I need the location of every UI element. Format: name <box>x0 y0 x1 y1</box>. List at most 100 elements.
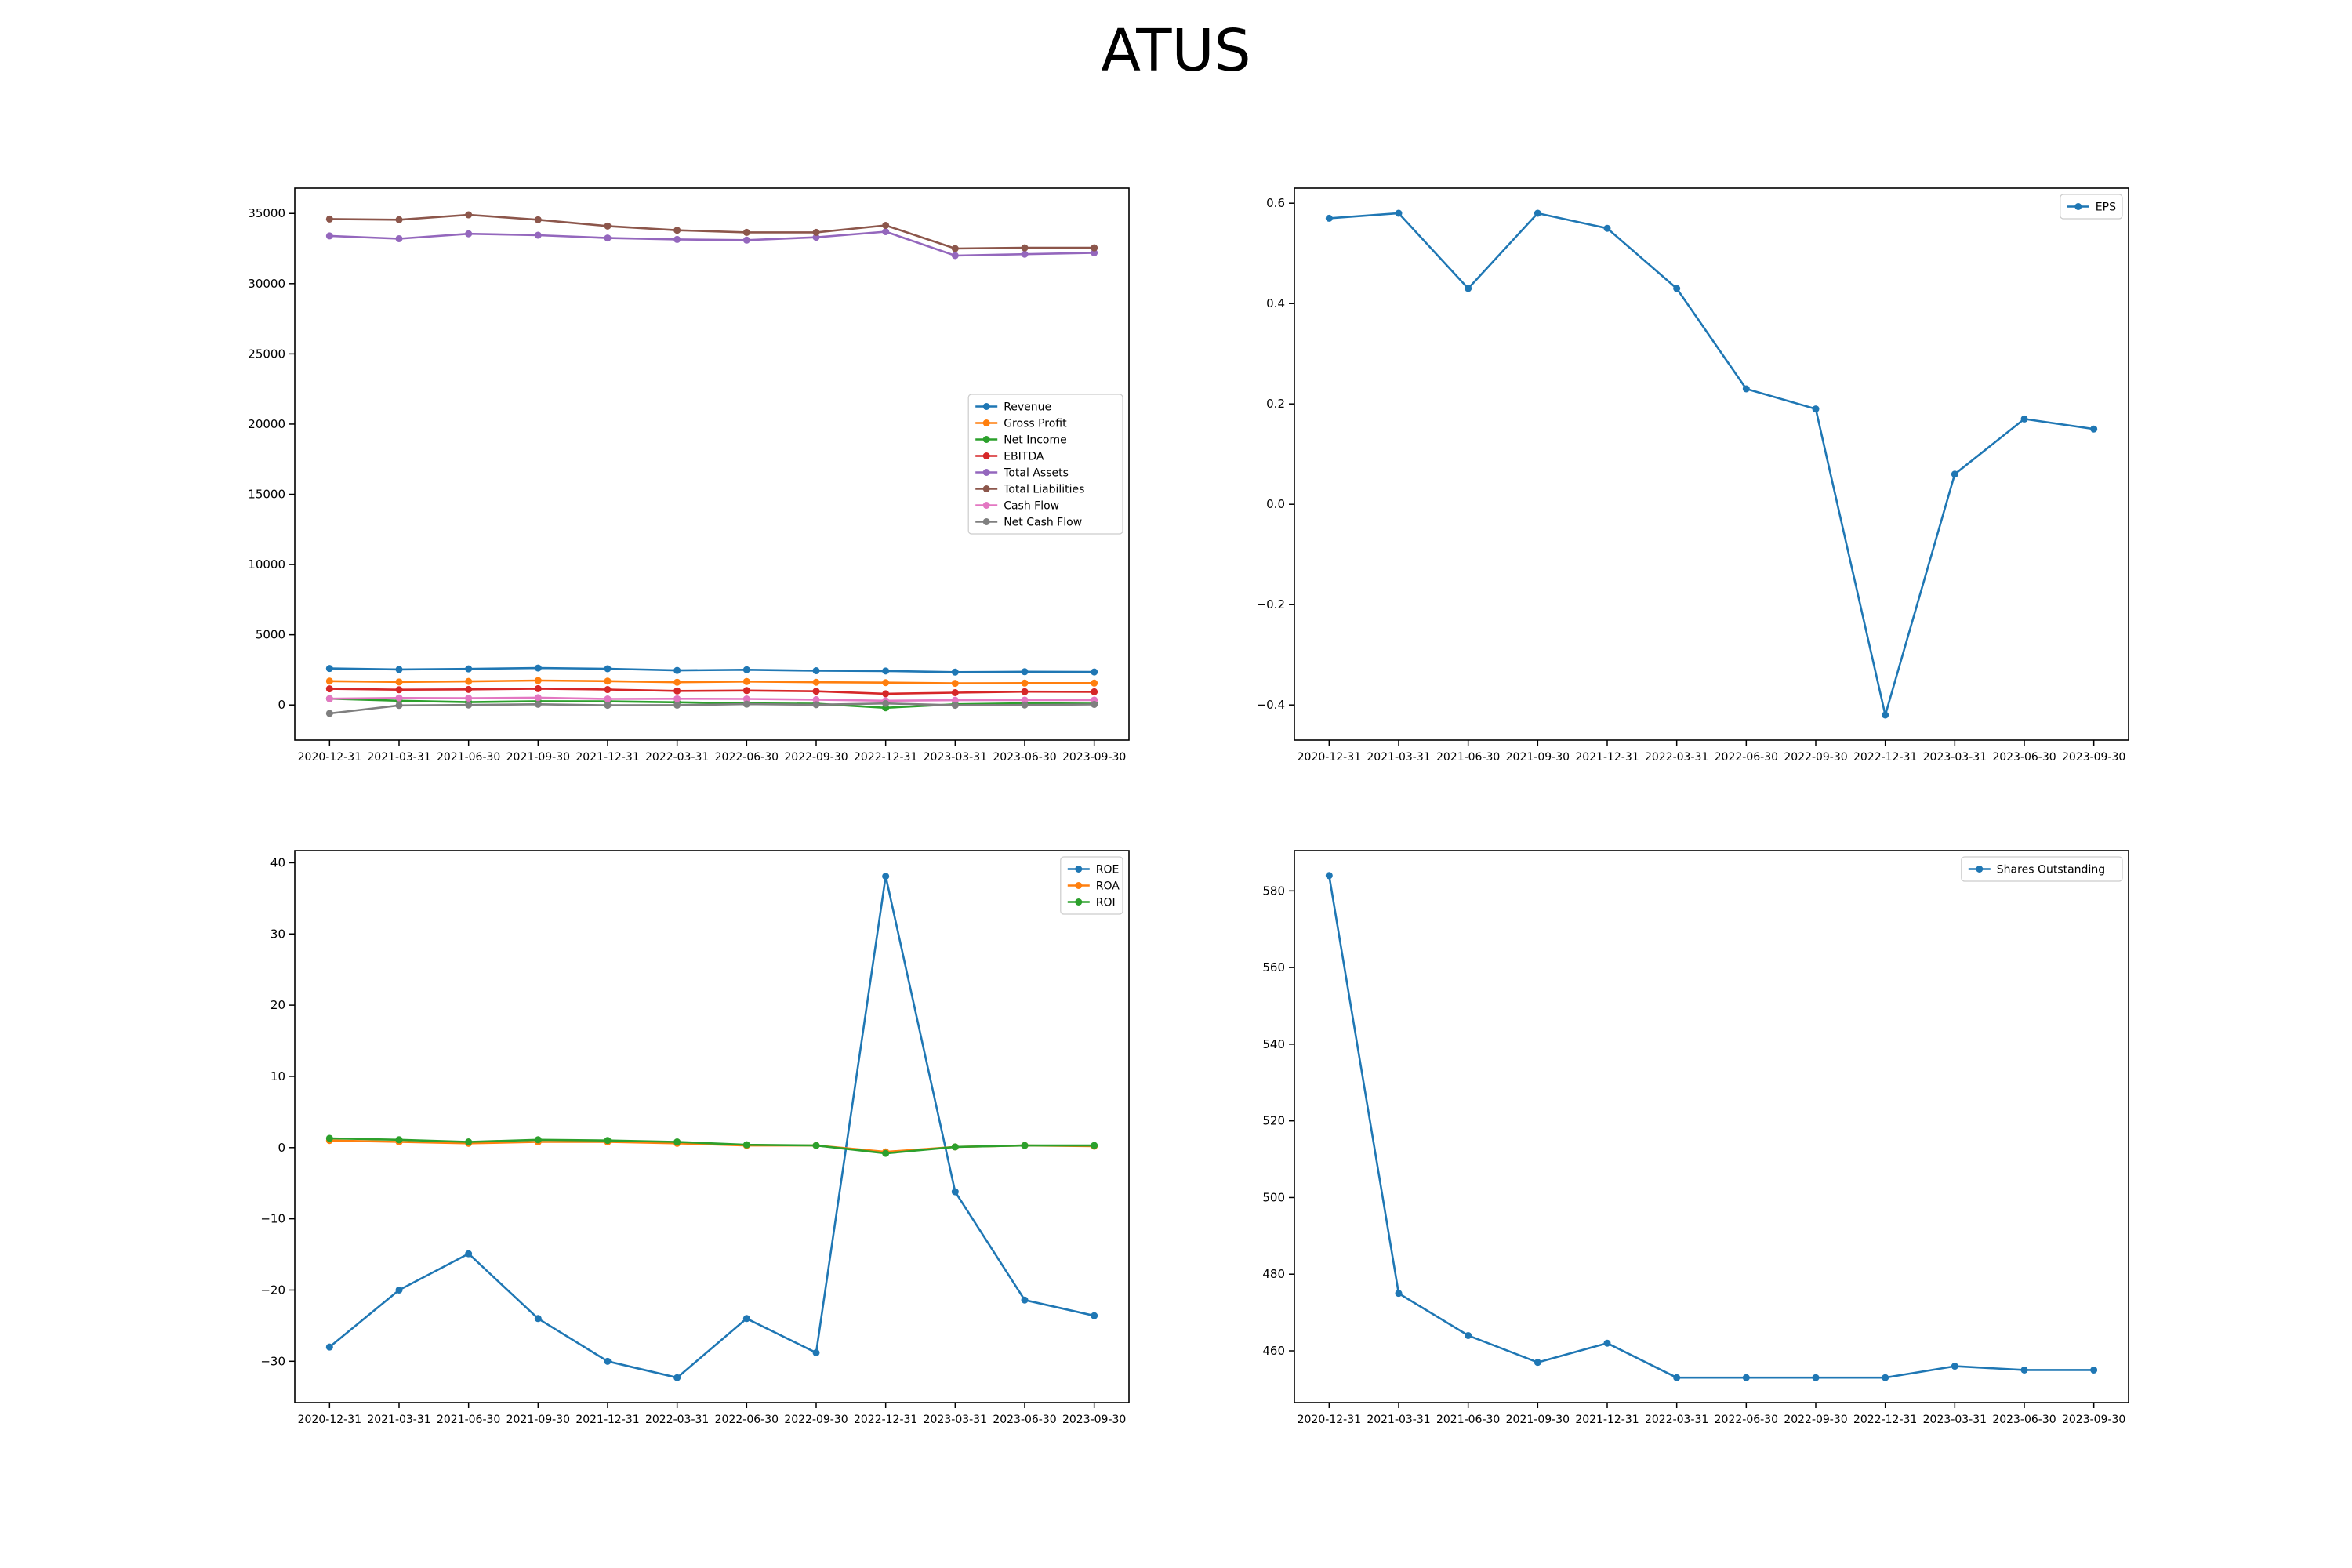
x-tick-label: 2023-09-30 <box>1062 1414 1126 1426</box>
data-point <box>325 710 333 717</box>
x-tick-label: 2022-09-30 <box>1784 751 1847 764</box>
data-point <box>673 687 681 695</box>
data-point <box>951 688 959 696</box>
y-tick-label: 40 <box>270 855 285 869</box>
data-point <box>1021 250 1029 258</box>
data-point <box>1534 209 1541 217</box>
legend-swatch-marker <box>982 419 990 426</box>
data-point <box>812 667 820 675</box>
data-point <box>1091 679 1098 687</box>
y-tick-label: 0.6 <box>1266 196 1285 210</box>
series-line <box>1328 875 2094 1379</box>
legend-label: Revenue <box>1004 401 1051 414</box>
x-tick-label: 2022-12-31 <box>854 751 917 764</box>
data-point <box>604 1137 612 1145</box>
x-tick-label: 2022-06-30 <box>715 1414 779 1426</box>
data-point <box>1325 214 1333 222</box>
legend-box <box>967 394 1123 535</box>
legend-label: Shares Outstanding <box>1997 864 2105 877</box>
data-point <box>1325 872 1333 880</box>
data-point <box>465 695 473 702</box>
y-tick-label: 0.2 <box>1266 397 1285 411</box>
data-point <box>534 694 542 702</box>
y-tick-label: 540 <box>1262 1037 1285 1051</box>
legend-label: ROI <box>1096 897 1116 909</box>
legend-swatch-marker <box>982 452 990 459</box>
data-point <box>1951 470 1958 478</box>
series-roi <box>325 1134 1098 1157</box>
data-point <box>325 685 333 693</box>
data-point <box>1534 1359 1541 1367</box>
legend-item-cash-flow: Cash Flow <box>975 500 1059 513</box>
x-tick-label: 2021-09-30 <box>506 1414 570 1426</box>
y-tick-label: 20 <box>270 998 285 1012</box>
x-tick-label: 2023-03-31 <box>924 751 987 764</box>
legend-item-gross-profit: Gross Profit <box>975 418 1067 430</box>
data-point <box>325 232 333 240</box>
x-tick-label: 2021-03-31 <box>1367 1414 1430 1426</box>
data-point <box>534 216 542 223</box>
legend-item-shares-outstanding: Shares Outstanding <box>1968 864 2105 877</box>
y-tick-label: 10000 <box>248 557 285 572</box>
data-point <box>812 228 820 236</box>
plot-frame <box>294 187 1130 741</box>
data-point <box>604 695 612 703</box>
series-line <box>329 666 1094 673</box>
data-point <box>1091 249 1098 256</box>
data-point <box>1091 1312 1098 1319</box>
data-point <box>395 694 403 702</box>
x-tick-label: 2022-03-31 <box>1645 1414 1708 1426</box>
x-tick-label: 2021-12-31 <box>1575 751 1639 764</box>
y-tick-label: 580 <box>1262 884 1285 898</box>
data-point <box>673 695 681 702</box>
data-point <box>882 690 890 698</box>
x-tick-label: 2020-12-31 <box>1298 751 1361 764</box>
x-tick-label: 2021-06-30 <box>1436 751 1500 764</box>
shares-outstanding-chart: 2020-12-31 2021-03-31 2021-06-30 2021-09-30… <box>1262 850 2129 1426</box>
x-tick-label: 2021-12-31 <box>1575 1414 1639 1426</box>
legend-swatch-marker <box>982 518 990 525</box>
data-point <box>1021 668 1029 676</box>
y-tick-label: 5000 <box>256 628 285 642</box>
x-tick-label: 2021-06-30 <box>1436 1414 1500 1426</box>
legend: EPS <box>2060 194 2123 220</box>
series-line <box>328 875 1094 1379</box>
data-point <box>1812 405 1820 413</box>
legend-item-roi: ROI <box>1067 897 1116 909</box>
data-point <box>1742 385 1750 393</box>
y-tick-label: −10 <box>260 1212 285 1226</box>
data-point <box>325 665 333 673</box>
data-point <box>1395 209 1403 217</box>
data-point <box>1882 711 1889 719</box>
data-point <box>534 1136 542 1144</box>
x-tick-label: 2023-06-30 <box>993 1414 1056 1426</box>
legend-swatch-marker <box>982 469 990 476</box>
legend: Revenue Gross Profit Net Income EBITDA Total… <box>967 394 1123 535</box>
x-tick-label: 2023-03-31 <box>1923 1414 1987 1426</box>
x-tick-label: 2022-09-30 <box>1784 1414 1847 1426</box>
x-tick-label: 2022-12-31 <box>1853 1414 1917 1426</box>
series-line <box>329 1137 1094 1155</box>
data-point <box>951 252 959 260</box>
series-eps <box>1325 209 2098 719</box>
data-point <box>395 686 403 694</box>
x-tick-label: 2022-03-31 <box>645 751 709 764</box>
series-revenue <box>325 664 1098 676</box>
data-point <box>1021 701 1029 709</box>
legend-item-total-assets: Total Assets <box>975 467 1069 480</box>
data-point <box>812 234 820 241</box>
data-point <box>812 701 820 709</box>
data-point <box>812 695 820 703</box>
legend-swatch-marker <box>982 436 990 443</box>
x-tick-label: 2022-09-30 <box>784 751 848 764</box>
financials-chart: 2020-12-31 2021-03-31 2021-06-30 2021-09-30… <box>248 187 1130 764</box>
plot-frame <box>1294 187 2129 741</box>
legend-item-revenue: Revenue <box>975 401 1051 414</box>
x-tick-label: 2022-06-30 <box>715 751 779 764</box>
series-line <box>1329 212 2094 717</box>
legend-box <box>1961 856 2123 882</box>
x-tick-label: 2021-03-31 <box>1367 751 1430 764</box>
data-point <box>673 666 681 674</box>
data-point <box>604 702 612 710</box>
data-point <box>325 677 333 685</box>
